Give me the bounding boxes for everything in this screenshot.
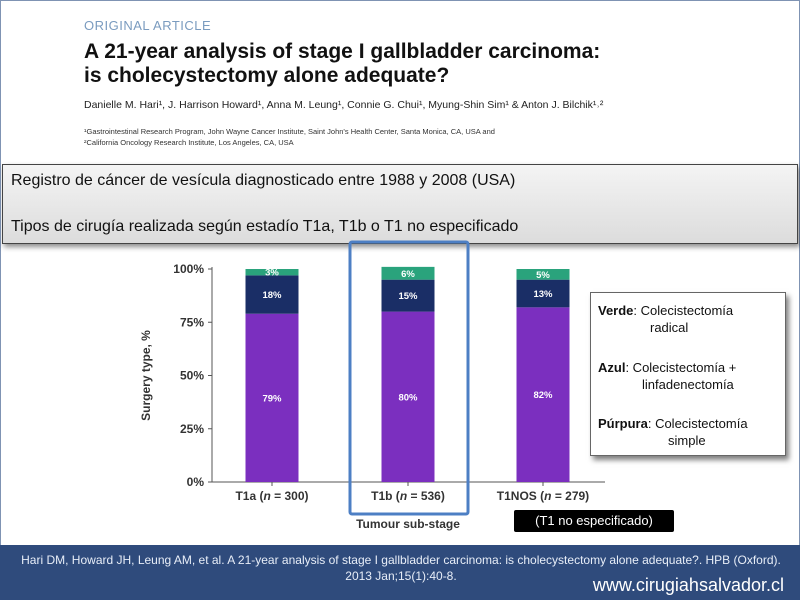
bar-segment — [245, 269, 299, 276]
article-title-line-1: A 21-year analysis of stage I gallbladde… — [84, 40, 601, 63]
y-tick-label: 0% — [187, 475, 205, 489]
legend-purpura-cont: simple — [668, 433, 706, 448]
affiliation-1: ¹Gastrointestinal Research Program, John… — [84, 127, 495, 136]
data-label: 5% — [536, 270, 550, 281]
y-tick-label: 75% — [180, 315, 204, 329]
legend-azul-key: Azul — [598, 360, 626, 375]
data-label: 80% — [398, 392, 418, 403]
legend-azul: Azul: Colecistectomía + linfadenectomía — [598, 359, 736, 393]
bar-segment — [381, 311, 435, 482]
legend-box: Verde: Colecistectomía radical Azul: Col… — [590, 292, 786, 456]
y-tick-label: 100% — [173, 262, 204, 276]
y-axis-title: Surgery type, % — [139, 330, 153, 421]
highlight-box — [348, 240, 470, 516]
x-tick-label: T1b (n = 536) — [371, 489, 445, 503]
data-label: 18% — [262, 290, 282, 301]
article-title: A 21-year analysis of stage I gallbladde… — [84, 40, 704, 88]
bar-segment — [516, 269, 570, 280]
t1nos-note: (T1 no especificado) — [514, 510, 674, 532]
summary-line-1: Registro de cáncer de vesícula diagnosti… — [11, 172, 516, 189]
bar-segment — [245, 275, 299, 314]
footer-citation: Hari DM, Howard JH, Leung AM, et al. A 2… — [21, 553, 781, 583]
legend-verde: Verde: Colecistectomía radical — [598, 302, 733, 336]
legend-verde-text: : Colecistectomía — [633, 303, 734, 318]
data-label: 79% — [262, 393, 282, 404]
data-label: 13% — [533, 289, 553, 300]
data-label: 6% — [401, 269, 415, 280]
data-label: 82% — [533, 390, 553, 401]
footer-bar: Hari DM, Howard JH, Leung AM, et al. A 2… — [0, 545, 800, 600]
article-authors: Danielle M. Hari¹, J. Harrison Howard¹, … — [84, 99, 604, 111]
legend-azul-cont: linfadenectomía — [642, 377, 734, 392]
bar-segment — [381, 266, 435, 280]
affiliation-2: ²California Oncology Research Institute,… — [84, 138, 294, 147]
legend-purpura-text: : Colecistectomía — [647, 416, 748, 431]
legend-purpura-key: Púrpura — [598, 416, 648, 431]
bar-segment — [245, 313, 299, 482]
bar-segment — [381, 279, 435, 312]
stacked-bar-chart: 0% 25% 50% 75% 100% Surgery type, % 79% 18% 3% T1… — [139, 240, 605, 531]
legend-verde-key: Verde — [598, 303, 634, 318]
data-label: 15% — [398, 291, 418, 302]
article-title-line-2: is cholecystectomy alone adequate? — [84, 64, 450, 87]
x-axis-title: Tumour sub-stage — [356, 517, 460, 531]
x-tick-label: T1NOS (n = 279) — [497, 489, 589, 503]
data-label: 3% — [265, 268, 279, 279]
legend-azul-text: : Colecistectomía + — [625, 360, 737, 375]
legend-purpura: Púrpura: Colecistectomía simple — [598, 415, 748, 449]
bar-segment — [516, 279, 570, 308]
legend-verde-cont: radical — [650, 320, 689, 335]
footer-website: www.cirugiahsalvador.cl — [592, 575, 784, 595]
y-tick-label: 25% — [180, 422, 204, 436]
summary-line-2: Tipos de cirugía realizada según estadío… — [11, 218, 519, 235]
bar-segment — [516, 307, 570, 482]
article-label: ORIGINAL ARTICLE — [84, 18, 212, 33]
article-affiliations: ¹Gastrointestinal Research Program, John… — [84, 126, 495, 148]
y-tick-label: 50% — [180, 369, 204, 383]
x-tick-label: T1a (n = 300) — [235, 489, 308, 503]
